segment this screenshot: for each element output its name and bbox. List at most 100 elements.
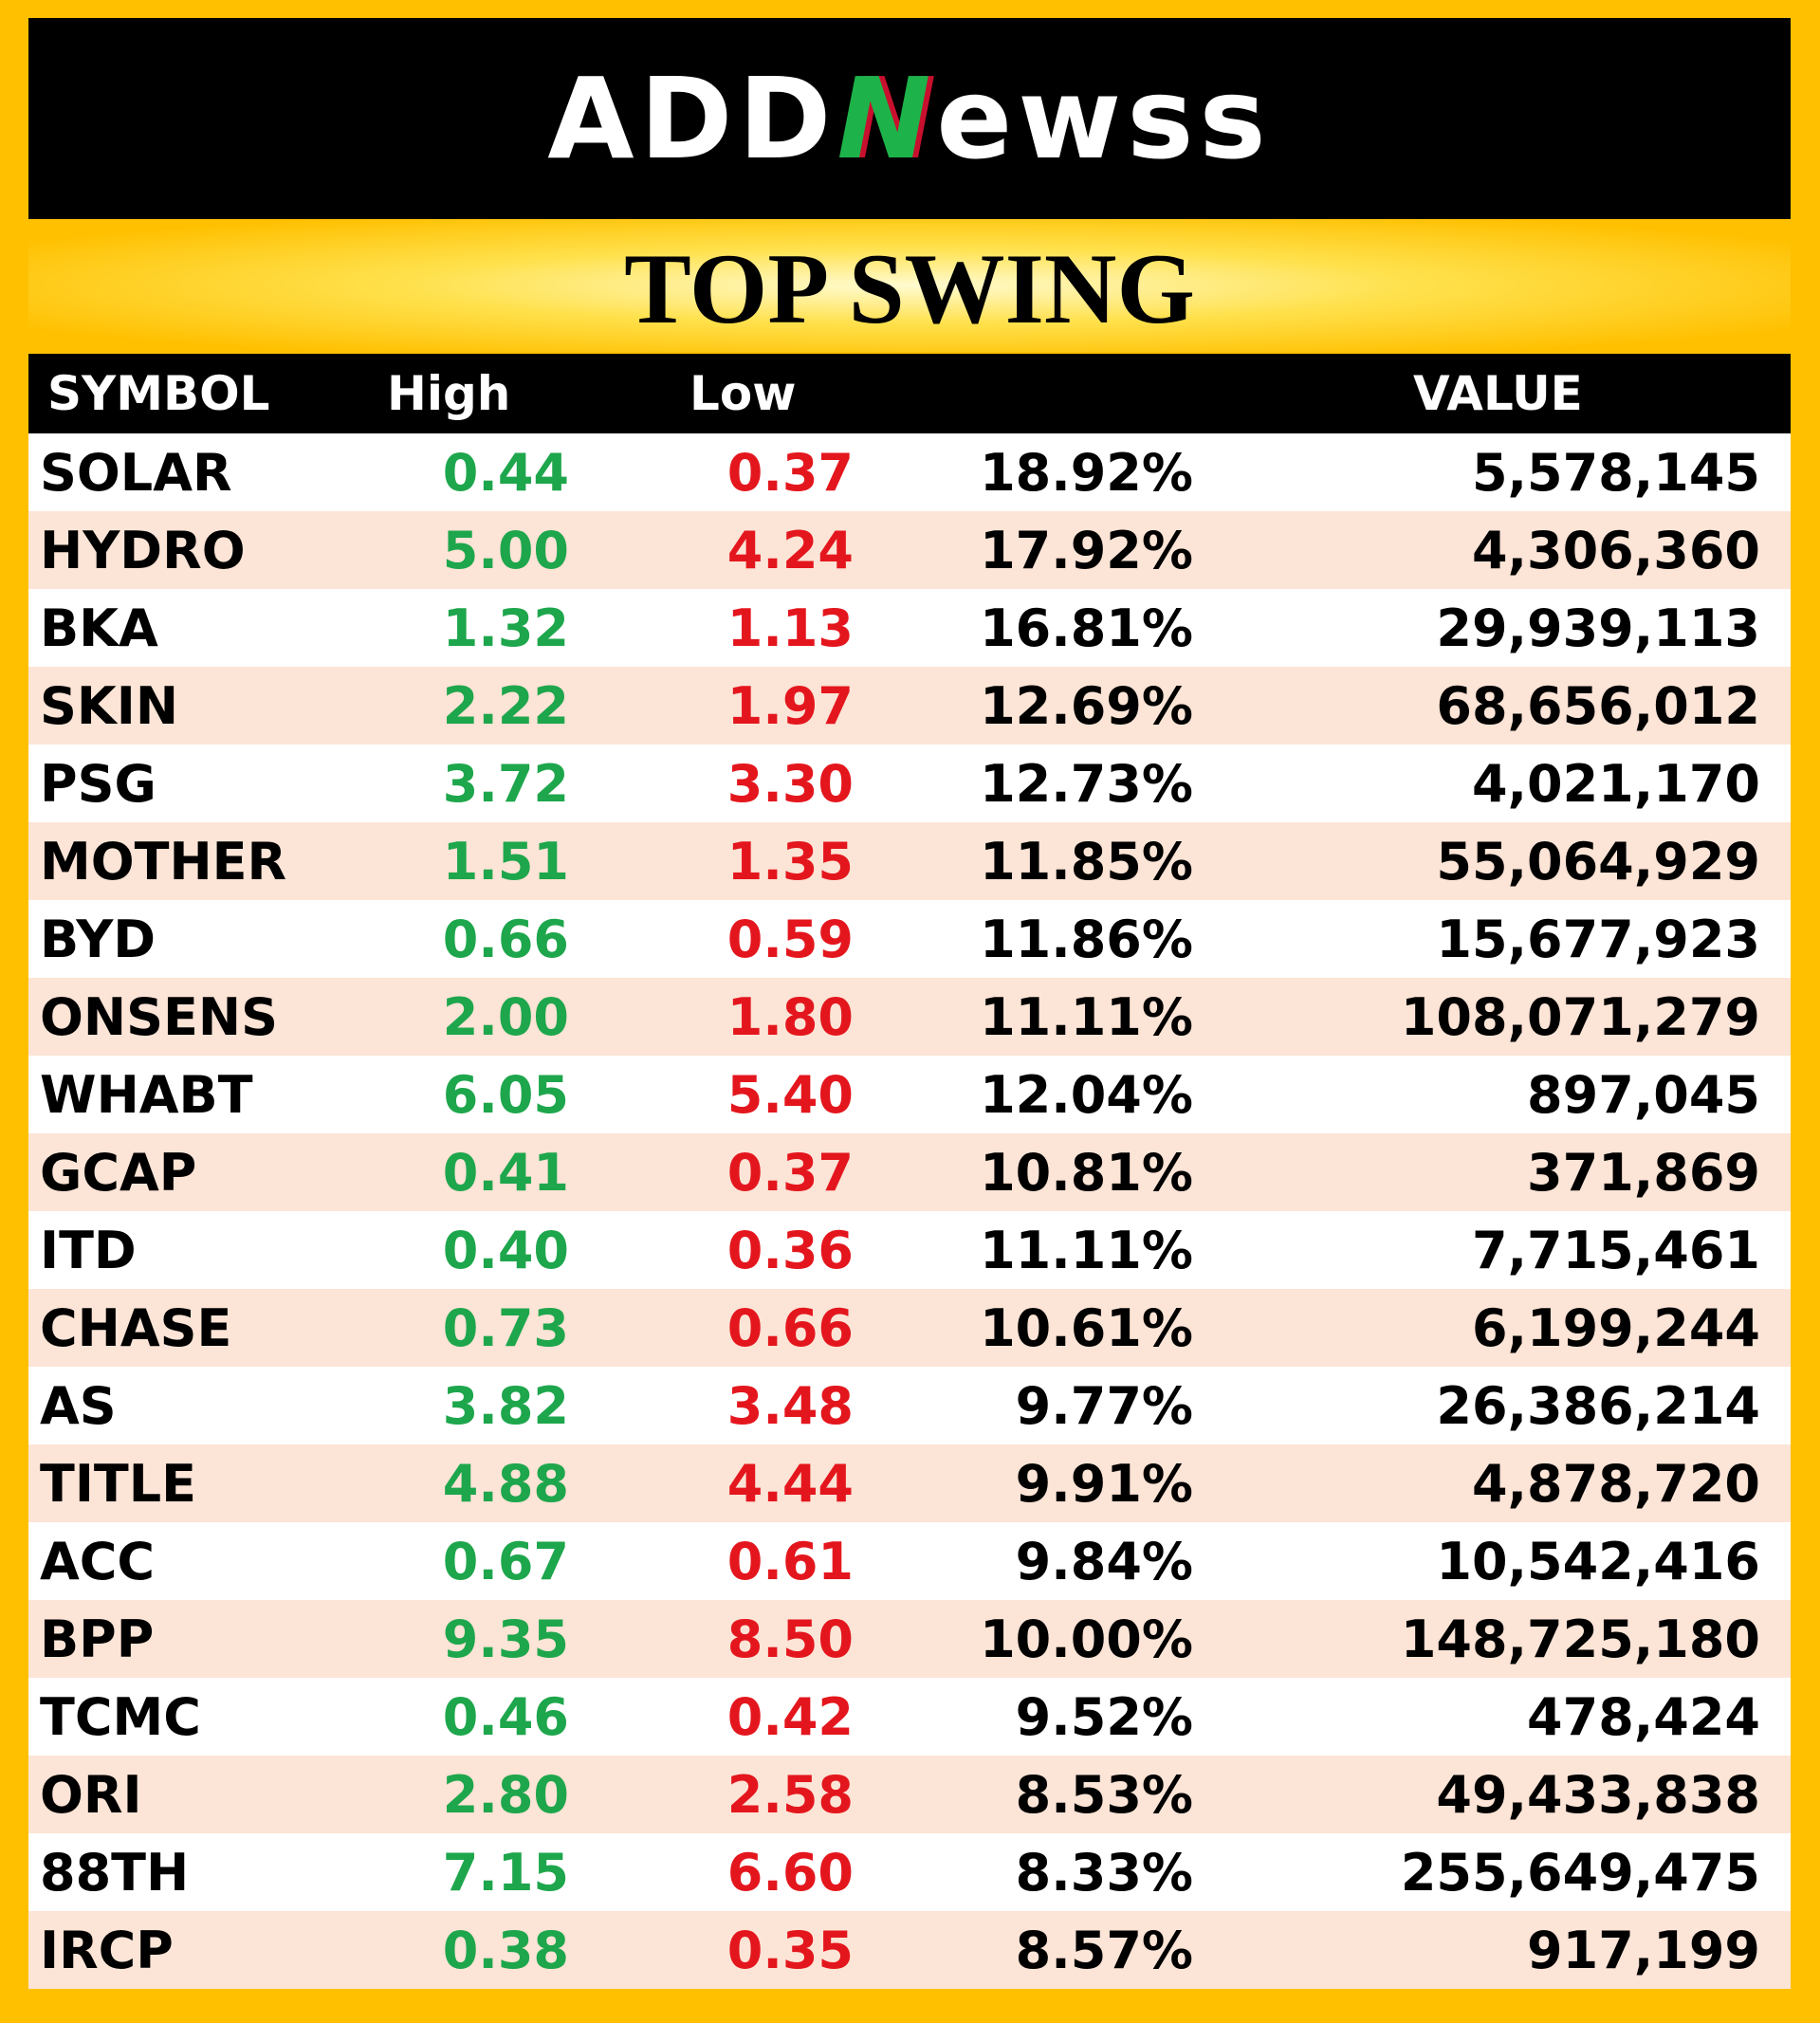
value-cell: 29,939,113 — [1436, 598, 1760, 658]
table-row: TITLE 4.88 4.44 9.91% 4,878,720 — [28, 1444, 1791, 1522]
value-cell: 7,715,461 — [1471, 1221, 1760, 1280]
table-row: ACC 0.67 0.61 9.84% 10,542,416 — [28, 1522, 1791, 1600]
value-cell: 108,071,279 — [1400, 987, 1760, 1047]
percent-cell: 8.33% — [1015, 1843, 1193, 1903]
table-row: GCAP 0.41 0.37 10.81% 371,869 — [28, 1133, 1791, 1211]
percent-cell: 11.11% — [980, 987, 1193, 1047]
value-cell: 255,649,475 — [1400, 1843, 1760, 1903]
high-cell: 3.82 — [442, 1376, 569, 1436]
high-cell: 2.00 — [442, 987, 569, 1047]
percent-cell: 11.85% — [980, 832, 1193, 892]
table-row: ITD 0.40 0.36 11.11% 7,715,461 — [28, 1211, 1791, 1289]
percent-cell: 8.57% — [1015, 1921, 1193, 1980]
low-cell: 1.97 — [726, 676, 854, 736]
percent-cell: 9.91% — [1015, 1454, 1193, 1514]
high-cell: 0.46 — [442, 1687, 569, 1747]
symbol-cell: AS — [40, 1376, 117, 1436]
symbol-cell: HYDRO — [40, 521, 246, 580]
logo-text: ADD — [547, 53, 837, 184]
symbol-cell: GCAP — [40, 1143, 197, 1203]
percent-cell: 12.73% — [980, 754, 1193, 814]
low-cell: 0.59 — [726, 910, 854, 969]
header-cell: VALUE — [1413, 366, 1583, 421]
value-cell: 15,677,923 — [1436, 910, 1760, 969]
high-cell: 9.35 — [442, 1609, 569, 1669]
title: TOP SWING — [28, 219, 1791, 352]
high-cell: 2.22 — [442, 676, 569, 736]
table-row: TCMC 0.46 0.42 9.52% 478,424 — [28, 1678, 1791, 1756]
percent-cell: 10.61% — [980, 1298, 1193, 1358]
value-cell: 4,306,360 — [1471, 521, 1760, 580]
low-cell: 3.30 — [726, 754, 854, 814]
table-row: WHABT 6.05 5.40 12.04% 897,045 — [28, 1056, 1791, 1133]
value-cell: 148,725,180 — [1400, 1609, 1760, 1669]
table-row: SKIN 2.22 1.97 12.69% 68,656,012 — [28, 667, 1791, 745]
high-cell: 2.80 — [442, 1765, 569, 1825]
percent-cell: 9.84% — [1015, 1532, 1193, 1591]
table-row: BKA 1.32 1.13 16.81% 29,939,113 — [28, 589, 1791, 667]
value-cell: 10,542,416 — [1436, 1532, 1760, 1591]
low-cell: 0.35 — [726, 1921, 854, 1980]
value-cell: 4,878,720 — [1471, 1454, 1760, 1514]
percent-cell: 10.81% — [980, 1143, 1193, 1203]
high-cell: 4.88 — [442, 1454, 569, 1514]
table: SYMBOL High Low VALUE SOLAR 0.44 0.37 18.92% 5,5… — [28, 354, 1791, 1989]
value-cell: 478,424 — [1527, 1687, 1760, 1747]
table-row: PSG 3.72 3.30 12.73% 4,021,170 — [28, 745, 1791, 822]
symbol-cell: SKIN — [40, 676, 179, 736]
table-row: CHASE 0.73 0.66 10.61% 6,199,244 — [28, 1289, 1791, 1367]
low-cell: 1.13 — [726, 598, 854, 658]
high-cell: 0.66 — [442, 910, 569, 969]
value-cell: 917,199 — [1527, 1921, 1760, 1980]
table-row: 88TH 7.15 6.60 8.33% 255,649,475 — [28, 1833, 1791, 1911]
symbol-cell: TITLE — [40, 1454, 197, 1514]
symbol-cell: BPP — [40, 1609, 155, 1669]
table-row: SOLAR 0.44 0.37 18.92% 5,578,145 — [28, 433, 1791, 511]
low-cell: 6.60 — [726, 1843, 854, 1903]
symbol-cell: MOTHER — [40, 832, 287, 892]
symbol-cell: BKA — [40, 598, 158, 658]
high-cell: 1.32 — [442, 598, 569, 658]
table-row: HYDRO 5.00 4.24 17.92% 4,306,360 — [28, 511, 1791, 589]
symbol-cell: TCMC — [40, 1687, 201, 1747]
value-cell: 371,869 — [1527, 1143, 1760, 1203]
logo-mark: N — [836, 53, 937, 184]
high-cell: 0.38 — [442, 1921, 569, 1980]
high-cell: 3.72 — [442, 754, 569, 814]
high-cell: 0.73 — [442, 1298, 569, 1358]
value-cell: 55,064,929 — [1436, 832, 1760, 892]
percent-cell: 8.53% — [1015, 1765, 1193, 1825]
percent-cell: 11.86% — [980, 910, 1193, 969]
low-cell: 0.61 — [726, 1532, 854, 1591]
symbol-cell: ONSENS — [40, 987, 278, 1047]
high-cell: 5.00 — [442, 521, 569, 580]
high-cell: 6.05 — [442, 1065, 569, 1125]
symbol-cell: PSG — [40, 754, 156, 814]
table-row: AS 3.82 3.48 9.77% 26,386,214 — [28, 1367, 1791, 1444]
low-cell: 2.58 — [726, 1765, 854, 1825]
header-cell: Low — [689, 366, 797, 421]
low-cell: 0.66 — [726, 1298, 854, 1358]
high-cell: 0.44 — [442, 443, 569, 503]
table-row: MOTHER 1.51 1.35 11.85% 55,064,929 — [28, 822, 1791, 900]
symbol-cell: WHABT — [40, 1065, 253, 1125]
percent-cell: 11.11% — [980, 1221, 1193, 1280]
low-cell: 1.35 — [726, 832, 854, 892]
table-row: ONSENS 2.00 1.80 11.11% 108,071,279 — [28, 978, 1791, 1056]
table-row: BYD 0.66 0.59 11.86% 15,677,923 — [28, 900, 1791, 978]
low-cell: 0.37 — [726, 1143, 854, 1203]
low-cell: 4.44 — [726, 1454, 854, 1514]
table-row: ORI 2.80 2.58 8.53% 49,433,838 — [28, 1756, 1791, 1833]
low-cell: 0.36 — [726, 1221, 854, 1280]
value-cell: 68,656,012 — [1436, 676, 1760, 736]
percent-cell: 17.92% — [980, 521, 1193, 580]
header-cell: High — [387, 366, 511, 421]
low-cell: 8.50 — [726, 1609, 854, 1669]
symbol-cell: SOLAR — [40, 443, 232, 503]
high-cell: 0.41 — [442, 1143, 569, 1203]
high-cell: 0.40 — [442, 1221, 569, 1280]
header-cell: SYMBOL — [47, 366, 270, 421]
value-cell: 5,578,145 — [1471, 443, 1760, 503]
symbol-cell: CHASE — [40, 1298, 232, 1358]
